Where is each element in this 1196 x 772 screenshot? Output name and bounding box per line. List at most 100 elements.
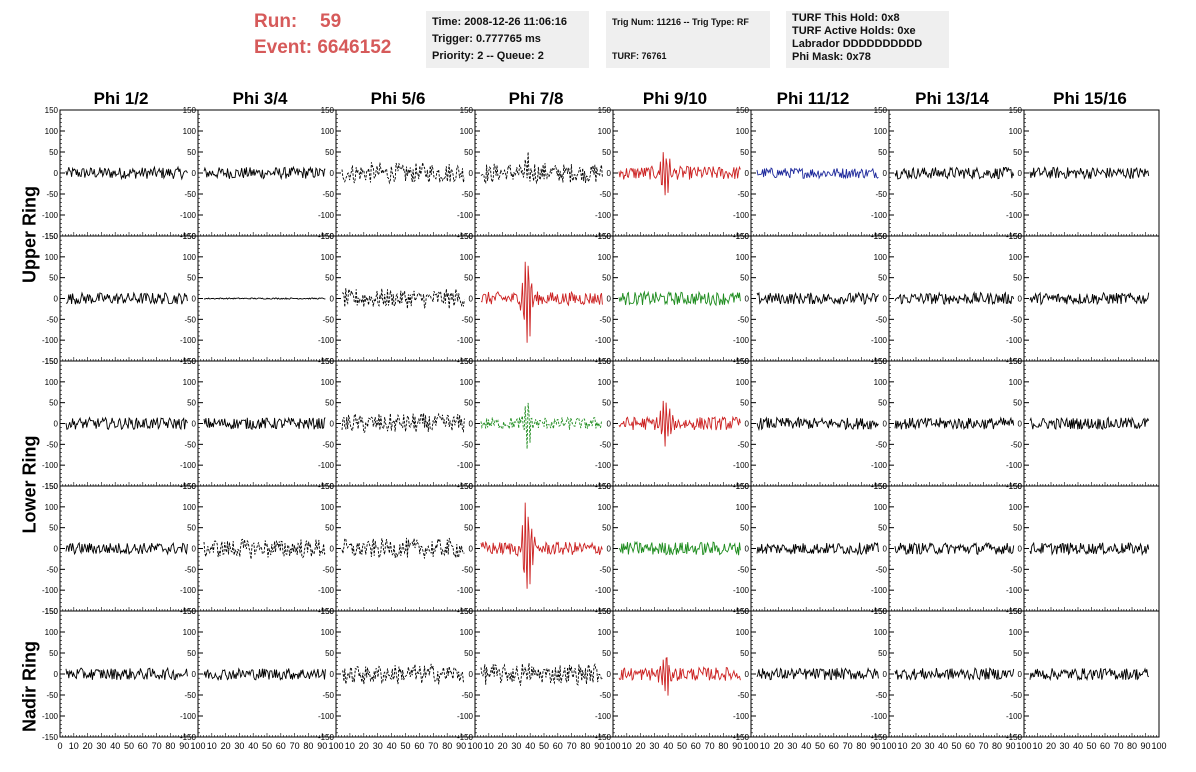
y-tick-label-r0c7-0: 150 <box>1009 106 1023 115</box>
y-tick-label-r2c1-4: -50 <box>184 440 196 449</box>
x-tick-label-c0-5: 50 <box>124 741 134 751</box>
y-tick-label-r2c5-2: 50 <box>740 399 749 408</box>
y-tick-label-r0c5-2: 50 <box>740 148 749 157</box>
waveform-r4c7 <box>1029 667 1150 682</box>
x-tick-label-c3-6: 60 <box>553 741 563 751</box>
x-tick-label-c7-9: 90 <box>1140 741 1150 751</box>
x-tick-label-c4-1: 10 <box>622 741 632 751</box>
x-tick-label-c5-8: 80 <box>856 741 866 751</box>
y-tick-label-r1c6-1: 100 <box>874 253 888 262</box>
y-tick-label-r0c6-4: -50 <box>875 190 887 199</box>
y-tick-label-r2c0-5: -100 <box>42 461 59 470</box>
x-tick-label-c0-1: 10 <box>69 741 79 751</box>
y-tick-label-r0c6-2: 50 <box>878 148 887 157</box>
y-tick-label-r1c1-2: 50 <box>187 274 196 283</box>
y-tick-label-r3c5-3: 0 <box>745 545 750 554</box>
column-title-phi-13-14: Phi 13/14 <box>915 89 989 108</box>
x-tick-label-c5-5: 50 <box>815 741 825 751</box>
y-tick-label-r4c7-4: -50 <box>1010 691 1022 700</box>
y-tick-label-r0c4-2: 50 <box>602 148 611 157</box>
y-tick-label-r4c4-4: -50 <box>599 691 611 700</box>
y-tick-label-r0c3-0: 150 <box>460 106 474 115</box>
y-tick-label-r4c6-0: 150 <box>874 607 888 616</box>
y-tick-label-r4c2-1: 100 <box>321 628 335 637</box>
y-tick-label-r1c3-3: 0 <box>469 295 474 304</box>
y-tick-label-r4c1-5: -100 <box>180 712 197 721</box>
y-tick-label-r3c7-4: -50 <box>1010 565 1022 574</box>
y-tick-label-r2c5-0: 150 <box>736 357 750 366</box>
y-tick-label-r1c7-3: 0 <box>1018 295 1023 304</box>
x-tick-label-c0-6: 60 <box>138 741 148 751</box>
x-tick-label-c5-10: 100 <box>881 741 896 751</box>
y-tick-label-r4c4-1: 100 <box>598 628 612 637</box>
turf-text: TURF: 76761 <box>612 51 667 61</box>
waveform-r2c7 <box>1029 416 1150 431</box>
y-tick-label-r0c7-1: 100 <box>1009 127 1023 136</box>
x-tick-label-c7-5: 50 <box>1086 741 1096 751</box>
y-tick-label-r4c7-1: 100 <box>1009 628 1023 637</box>
waveform-r0c7 <box>1029 166 1150 180</box>
panel-frame-r0c2 <box>335 109 476 237</box>
panel-frame-r4c0 <box>59 610 199 738</box>
panel-frame-r2c1 <box>197 360 337 487</box>
y-tick-label-r2c0-3: 0 <box>54 420 59 429</box>
y-tick-label-r3c0-1: 100 <box>45 503 59 512</box>
turf-hold-box: TURF This Hold: 0x8 TURF Active Holds: 0… <box>786 11 949 68</box>
y-tick-label-r4c0-4: -50 <box>46 691 58 700</box>
y-tick-label-r4c5-4: -50 <box>737 691 749 700</box>
y-tick-label-r3c0-3: 0 <box>54 545 59 554</box>
y-tick-label-r3c5-0: 150 <box>736 482 750 491</box>
y-tick-label-r0c0-0: 150 <box>45 106 59 115</box>
y-tick-label-r2c7-0: 150 <box>1009 357 1023 366</box>
y-tick-label-r1c4-4: -50 <box>599 315 611 324</box>
y-tick-label-r0c3-4: -50 <box>461 190 473 199</box>
waveform-r3c6 <box>894 542 1015 556</box>
x-tick-label-c1-9: 90 <box>317 741 327 751</box>
y-tick-label-r1c2-3: 0 <box>330 295 335 304</box>
y-tick-label-r3c5-5: -100 <box>733 586 750 595</box>
waveform-r1c2 <box>342 287 465 309</box>
y-tick-label-r1c0-4: -50 <box>46 315 58 324</box>
y-tick-label-r4c5-3: 0 <box>745 670 750 679</box>
x-tick-label-c1-3: 30 <box>234 741 244 751</box>
column-title-phi-11-12: Phi 11/12 <box>776 89 850 108</box>
waveform-r0c6 <box>894 166 1015 180</box>
y-tick-label-r2c0-4: -50 <box>46 440 58 449</box>
y-tick-label-r0c0-2: 50 <box>49 148 58 157</box>
column-title-phi-9-10: Phi 9/10 <box>642 89 708 108</box>
x-tick-label-c3-7: 70 <box>567 741 577 751</box>
x-tick-label-c4-5: 50 <box>677 741 687 751</box>
x-tick-label-c0-4: 40 <box>110 741 120 751</box>
y-tick-label-r4c5-2: 50 <box>740 649 749 658</box>
y-tick-label-r3c3-2: 50 <box>464 524 473 533</box>
y-tick-label-r4c6-6: -150 <box>871 733 888 742</box>
y-tick-label-r0c1-5: -100 <box>180 211 197 220</box>
x-tick-label-c6-4: 40 <box>938 741 948 751</box>
y-tick-label-r3c6-1: 100 <box>874 503 888 512</box>
trigger-info-box: Time: 2008-12-26 11:06:16 Trigger: 0.777… <box>426 11 589 68</box>
y-tick-label-r1c4-2: 50 <box>602 274 611 283</box>
y-tick-label-r0c1-4: -50 <box>184 190 196 199</box>
y-tick-label-r2c7-1: 100 <box>1009 378 1023 387</box>
x-tick-label-c5-6: 60 <box>829 741 839 751</box>
y-tick-label-r4c7-5: -100 <box>1006 712 1023 721</box>
y-tick-label-r3c4-2: 50 <box>602 524 611 533</box>
y-tick-label-r0c4-5: -100 <box>595 211 612 220</box>
x-tick-label-c7-4: 40 <box>1073 741 1083 751</box>
y-tick-label-r3c3-5: -100 <box>457 586 474 595</box>
y-tick-label-r4c1-1: 100 <box>183 628 197 637</box>
y-tick-label-r1c1-5: -100 <box>180 336 197 345</box>
x-tick-label-c1-6: 60 <box>276 741 286 751</box>
y-tick-label-r1c6-5: -100 <box>871 336 888 345</box>
y-tick-label-r1c0-1: 100 <box>45 253 59 262</box>
panel-frame-r4c3 <box>474 610 614 738</box>
y-tick-label-r0c6-0: 150 <box>874 106 888 115</box>
x-tick-label-c3-2: 20 <box>498 741 508 751</box>
x-tick-label-c3-10: 100 <box>605 741 620 751</box>
x-tick-label-c3-3: 30 <box>511 741 521 751</box>
y-tick-label-r4c2-6: -150 <box>318 733 335 742</box>
trig-num-text: Trig Num: 11216 -- Trig Type: RF <box>612 17 749 27</box>
y-tick-label-r2c5-3: 0 <box>745 420 750 429</box>
y-tick-label-r3c2-5: -100 <box>318 586 335 595</box>
y-tick-label-r3c1-5: -100 <box>180 586 197 595</box>
